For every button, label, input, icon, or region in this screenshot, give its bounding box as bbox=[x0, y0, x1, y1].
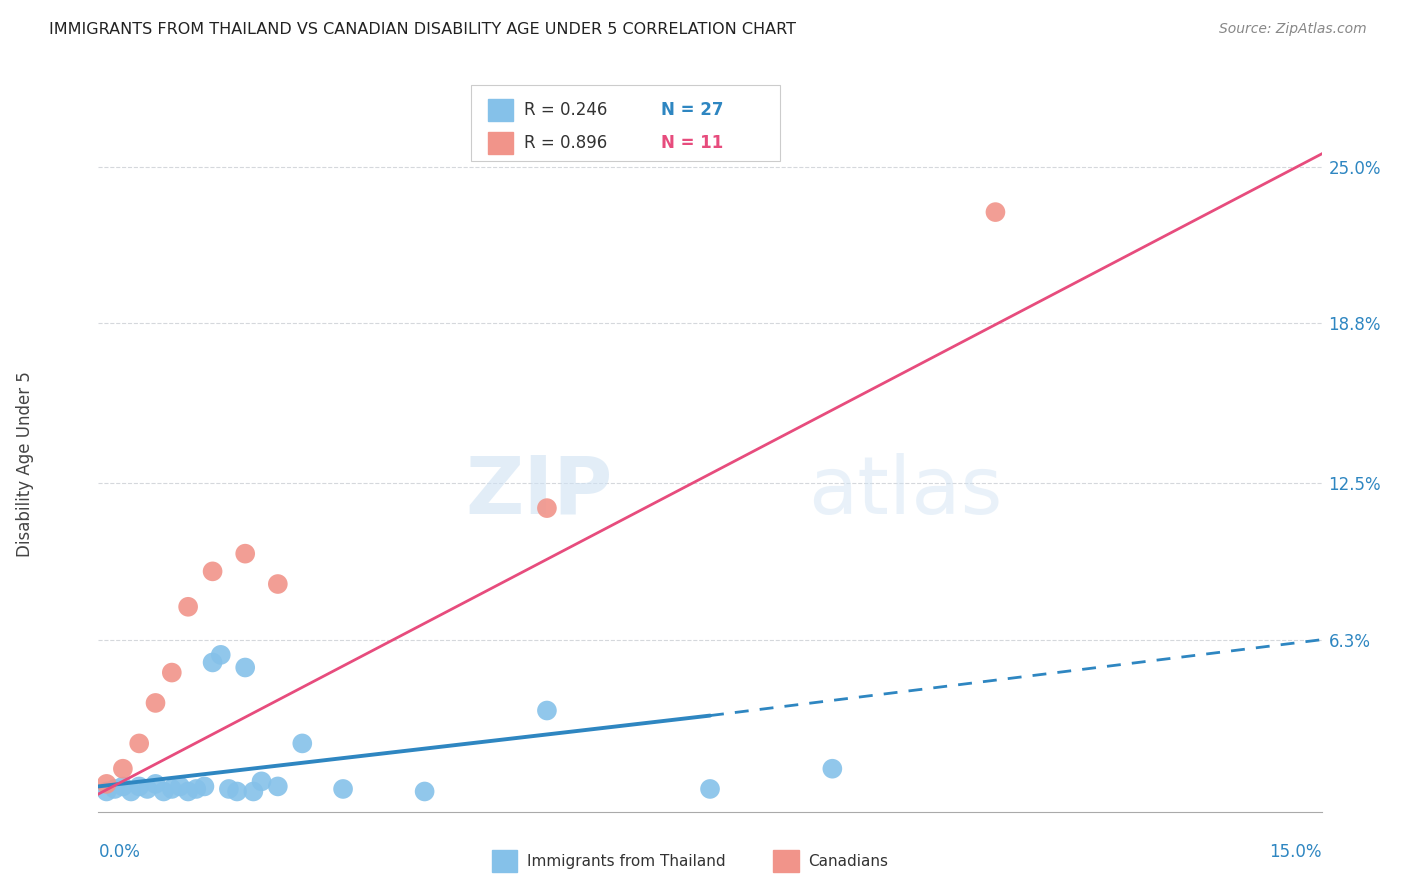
Text: ZIP: ZIP bbox=[465, 452, 612, 531]
Point bbox=[242, 784, 264, 798]
Point bbox=[145, 696, 167, 710]
Point bbox=[128, 780, 150, 794]
Point bbox=[128, 736, 150, 750]
Point bbox=[96, 777, 118, 791]
Point bbox=[177, 599, 200, 614]
Point bbox=[186, 781, 208, 796]
Text: R = 0.896: R = 0.896 bbox=[524, 134, 607, 152]
Point bbox=[984, 205, 1007, 219]
Point bbox=[699, 781, 721, 796]
Text: IMMIGRANTS FROM THAILAND VS CANADIAN DISABILITY AGE UNDER 5 CORRELATION CHART: IMMIGRANTS FROM THAILAND VS CANADIAN DIS… bbox=[49, 22, 796, 37]
Text: Canadians: Canadians bbox=[808, 855, 889, 869]
Point bbox=[104, 781, 127, 796]
Point bbox=[209, 648, 232, 662]
Point bbox=[193, 780, 215, 794]
Text: Source: ZipAtlas.com: Source: ZipAtlas.com bbox=[1219, 22, 1367, 37]
Text: Disability Age Under 5: Disability Age Under 5 bbox=[17, 371, 34, 557]
Point bbox=[145, 777, 167, 791]
Point bbox=[201, 565, 224, 579]
Point bbox=[111, 762, 134, 776]
Point bbox=[413, 784, 436, 798]
Point bbox=[821, 762, 844, 776]
Text: R = 0.246: R = 0.246 bbox=[524, 101, 607, 119]
Point bbox=[160, 781, 183, 796]
Point bbox=[160, 665, 183, 680]
Point bbox=[201, 656, 224, 670]
Point bbox=[136, 781, 159, 796]
Point bbox=[233, 547, 256, 561]
Text: atlas: atlas bbox=[808, 452, 1002, 531]
Point bbox=[226, 784, 249, 798]
Point bbox=[291, 736, 314, 750]
Text: Immigrants from Thailand: Immigrants from Thailand bbox=[527, 855, 725, 869]
Point bbox=[332, 781, 354, 796]
Point bbox=[177, 784, 200, 798]
Point bbox=[536, 704, 558, 718]
Point bbox=[233, 660, 256, 674]
Point bbox=[267, 780, 290, 794]
Point bbox=[169, 780, 191, 794]
Point bbox=[152, 784, 174, 798]
Point bbox=[218, 781, 240, 796]
Point bbox=[111, 780, 134, 794]
Point bbox=[120, 784, 142, 798]
Text: N = 11: N = 11 bbox=[661, 134, 723, 152]
Point bbox=[250, 774, 273, 789]
Text: N = 27: N = 27 bbox=[661, 101, 723, 119]
Point bbox=[267, 577, 290, 591]
Text: 0.0%: 0.0% bbox=[98, 843, 141, 861]
Point bbox=[96, 784, 118, 798]
Text: 15.0%: 15.0% bbox=[1270, 843, 1322, 861]
Point bbox=[536, 501, 558, 516]
